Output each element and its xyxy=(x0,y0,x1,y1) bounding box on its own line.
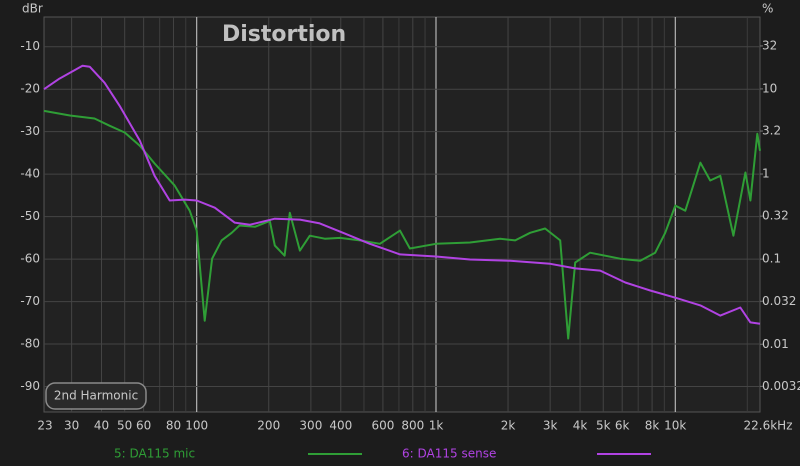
y2-tick-label: 0.32 xyxy=(762,209,789,223)
series-line xyxy=(43,109,761,340)
x-tick-label: 4k xyxy=(573,419,588,433)
y2-tick-label: 10 xyxy=(762,81,777,95)
x-tick-label: 8k xyxy=(645,419,660,433)
legend-label: 5: DA115 mic xyxy=(114,447,195,461)
x-tick-label: 300 xyxy=(299,419,322,433)
x-tick-label: 23 xyxy=(37,419,52,433)
y-tick-label: -60 xyxy=(20,252,40,266)
plot-area xyxy=(43,16,761,413)
grid xyxy=(44,17,760,412)
x-tick-label: 50 xyxy=(117,419,132,433)
button-label[interactable]: 2nd Harmonic xyxy=(54,389,138,403)
y-tick-label: -20 xyxy=(20,82,40,96)
x-tick-label: 60 xyxy=(136,419,151,433)
mode-button[interactable]: 2nd Harmonic xyxy=(45,382,147,410)
y2-tick-label: 0.0032 xyxy=(762,379,800,393)
y-tick-label: -80 xyxy=(20,337,40,351)
x-tick-label: 1k xyxy=(429,419,444,433)
x-tick-label: 22.6kHz xyxy=(744,419,793,433)
x-tick-label: 80 xyxy=(166,419,181,433)
x-tick-label: 800 xyxy=(401,419,424,433)
y2-tick-label: 0.1 xyxy=(762,252,781,266)
y-tick-label: -10 xyxy=(20,39,40,53)
y2-tick-label: 3.2 xyxy=(762,124,781,138)
x-tick-label: 5k xyxy=(596,419,611,433)
y2-tick-label: 0.01 xyxy=(762,337,789,351)
x-tick-label: 10k xyxy=(664,419,686,433)
x-tick-label: 30 xyxy=(64,419,79,433)
lines xyxy=(43,64,761,340)
y-tick-label: -40 xyxy=(20,167,40,181)
y2-axis-label: % xyxy=(762,2,773,16)
x-tick-label: 200 xyxy=(257,419,280,433)
button-frame[interactable] xyxy=(45,382,147,410)
y-tick-label: -90 xyxy=(20,379,40,393)
y-tick-label: -30 xyxy=(20,124,40,138)
x-tick-label: 2k xyxy=(501,419,516,433)
x-tick-label: 600 xyxy=(371,419,394,433)
chart-title: Distortion xyxy=(222,22,346,47)
y-axis-label: dBr xyxy=(22,2,43,16)
x-tick-label: 100 xyxy=(185,419,208,433)
x-tick-label: 40 xyxy=(94,419,109,433)
x-tick-label: 6k xyxy=(615,419,630,433)
y-tick-label: -70 xyxy=(20,294,40,308)
y2-tick-label: 1 xyxy=(762,167,770,181)
series-line xyxy=(43,64,761,325)
y2-tick-label: 0.032 xyxy=(762,294,796,308)
x-tick-label: 400 xyxy=(329,419,352,433)
x-tick-label: 3k xyxy=(543,419,558,433)
y2-tick-label: 32 xyxy=(762,38,777,52)
y-tick-label: -50 xyxy=(20,209,40,223)
legend-label: 6: DA115 sense xyxy=(402,447,496,461)
